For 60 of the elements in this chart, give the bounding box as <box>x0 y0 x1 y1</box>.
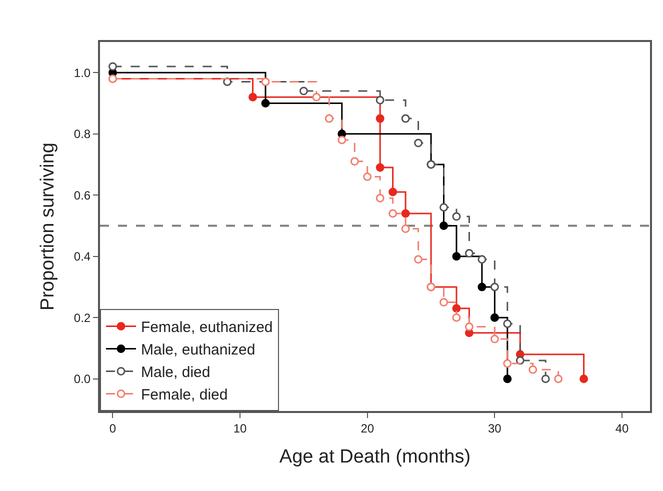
point <box>376 96 384 104</box>
point <box>261 78 270 86</box>
point <box>503 319 512 328</box>
point <box>299 86 308 96</box>
x-tick-label: 30 <box>488 421 502 436</box>
point <box>388 188 398 196</box>
point <box>490 334 499 344</box>
point <box>464 249 474 258</box>
point <box>464 322 474 332</box>
legend-label: Female, euthanized <box>141 319 273 336</box>
point <box>324 114 334 123</box>
point <box>388 209 398 218</box>
point <box>580 374 588 384</box>
point <box>401 224 410 234</box>
point <box>376 194 384 202</box>
point <box>414 138 423 148</box>
point <box>503 359 512 368</box>
y-tick-label: 0.0 <box>74 372 91 386</box>
point <box>376 114 384 123</box>
y-tick-label: 0.8 <box>74 127 91 142</box>
point <box>528 365 538 374</box>
point <box>478 255 486 264</box>
point <box>312 92 321 102</box>
point <box>401 209 410 218</box>
point <box>376 163 384 172</box>
x-tick-label: 40 <box>615 421 629 436</box>
x-tick-label: 20 <box>360 421 374 436</box>
x-tick-label: 10 <box>233 421 248 436</box>
point <box>350 157 359 166</box>
point <box>452 313 461 322</box>
point <box>363 172 372 181</box>
point <box>541 374 550 384</box>
legend-label: Male, euthanized <box>141 342 256 359</box>
y-tick-label: 0.6 <box>74 188 91 202</box>
y-tick-label: 0.4 <box>74 250 91 264</box>
x-tick-label: 0 <box>109 421 116 436</box>
point <box>516 356 524 365</box>
point <box>490 313 499 322</box>
point <box>490 282 499 292</box>
point <box>440 203 448 212</box>
point <box>414 255 423 264</box>
point <box>452 212 461 221</box>
point <box>401 114 410 123</box>
x-axis-title: Age at Death (months) <box>279 446 471 468</box>
y-axis-title: Proportion surviving <box>37 142 58 310</box>
point <box>554 374 563 384</box>
point <box>261 98 270 108</box>
y-tick-label: 0.2 <box>74 310 91 325</box>
point <box>440 298 448 307</box>
point <box>248 92 258 102</box>
point <box>478 282 486 292</box>
legend-label: Female, died <box>141 386 228 404</box>
point <box>452 304 461 313</box>
y-tick-label: 1.0 <box>74 66 91 80</box>
point <box>503 374 512 384</box>
point <box>338 136 346 144</box>
point <box>440 221 448 230</box>
legend-label: Male, died <box>141 364 210 382</box>
point <box>108 62 117 71</box>
point <box>452 252 461 261</box>
